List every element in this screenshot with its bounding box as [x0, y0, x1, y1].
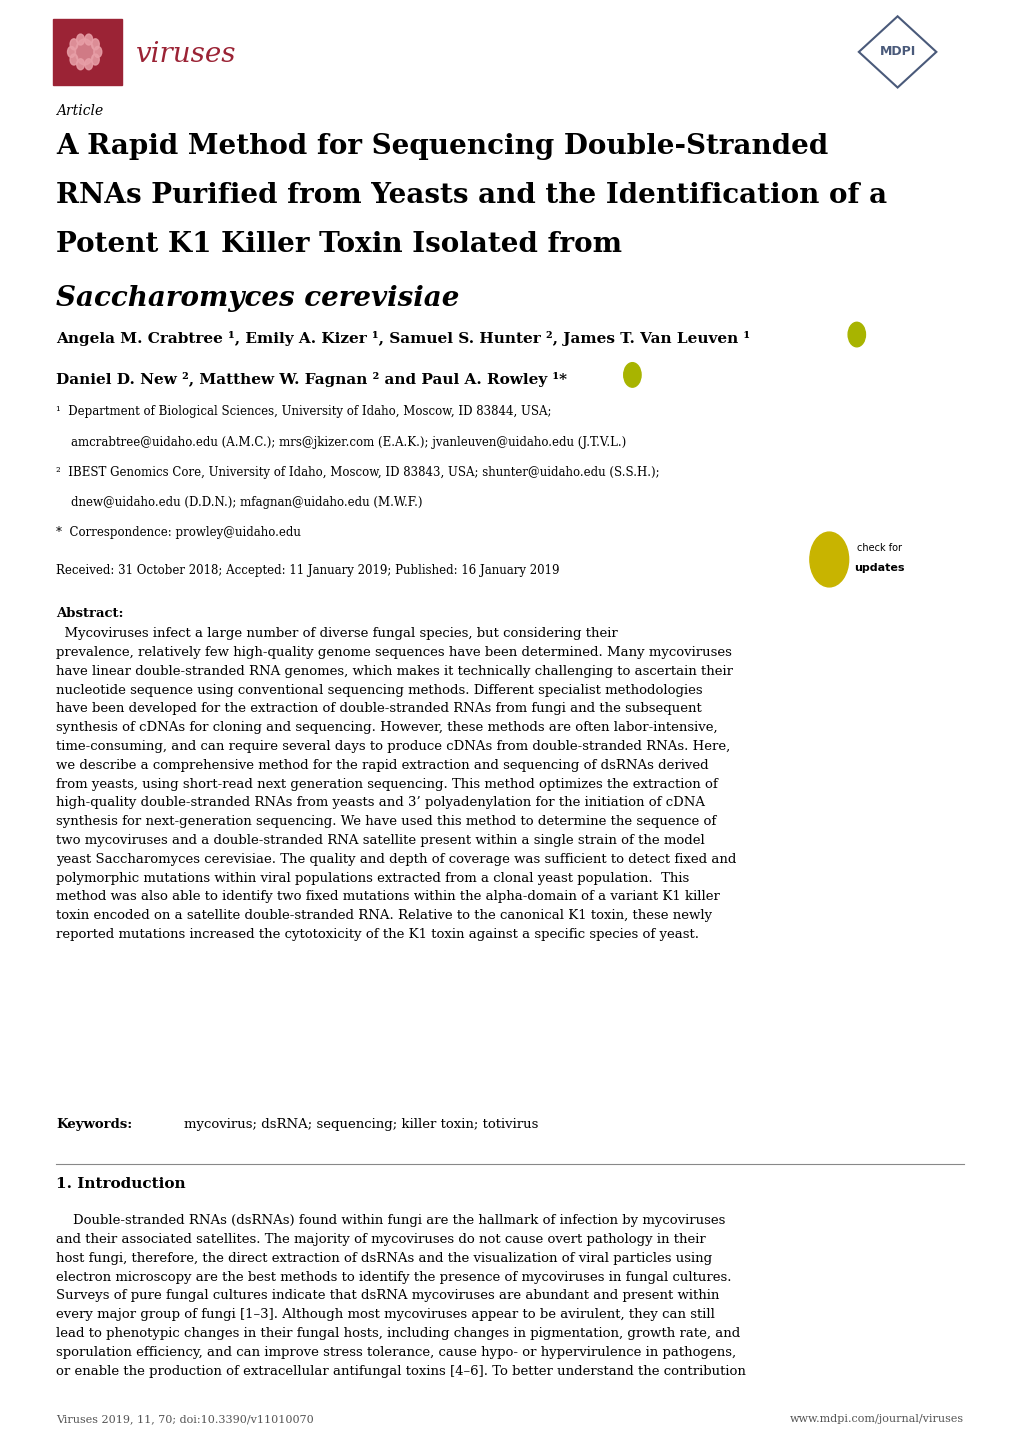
Circle shape	[85, 59, 93, 69]
Bar	[53, 19, 122, 85]
Circle shape	[848, 322, 864, 346]
Text: viruses: viruses	[136, 42, 236, 68]
Text: Received: 31 October 2018; Accepted: 11 January 2019; Published: 16 January 2019: Received: 31 October 2018; Accepted: 11 …	[56, 564, 559, 577]
Text: RNAs Purified from Yeasts and the Identification of a: RNAs Purified from Yeasts and the Identi…	[56, 182, 887, 209]
Text: ✓: ✓	[821, 551, 836, 568]
Text: Abstract:: Abstract:	[56, 607, 123, 620]
Text: Mycoviruses infect a large number of diverse fungal species, but considering the: Mycoviruses infect a large number of div…	[56, 627, 736, 942]
Text: Keywords:: Keywords:	[56, 1118, 132, 1131]
Text: iD: iD	[852, 330, 860, 339]
Text: Viruses 2019, 11, 70; doi:10.3390/v11010070: Viruses 2019, 11, 70; doi:10.3390/v11010…	[56, 1413, 314, 1423]
Text: ²  IBEST Genomics Core, University of Idaho, Moscow, ID 83843, USA; shunter@uida: ² IBEST Genomics Core, University of Ida…	[56, 466, 659, 479]
Text: updates: updates	[853, 564, 904, 572]
Text: *  Correspondence: prowley@uidaho.edu: * Correspondence: prowley@uidaho.edu	[56, 526, 301, 539]
Text: Saccharomyces cerevisiae: Saccharomyces cerevisiae	[56, 286, 459, 313]
Text: ¹  Department of Biological Sciences, University of Idaho, Moscow, ID 83844, USA: ¹ Department of Biological Sciences, Uni…	[56, 405, 551, 418]
Text: mycovirus; dsRNA; sequencing; killer toxin; totivirus: mycovirus; dsRNA; sequencing; killer tox…	[183, 1118, 537, 1131]
Circle shape	[76, 35, 85, 45]
Circle shape	[67, 46, 75, 58]
Text: check for: check for	[856, 544, 901, 552]
Text: iD: iD	[628, 371, 636, 379]
Circle shape	[70, 39, 77, 50]
Circle shape	[92, 39, 99, 50]
Text: www.mdpi.com/journal/viruses: www.mdpi.com/journal/viruses	[789, 1413, 963, 1423]
Circle shape	[75, 39, 94, 65]
Text: Daniel D. New ², Matthew W. Fagnan ² and Paul A. Rowley ¹*: Daniel D. New ², Matthew W. Fagnan ² and…	[56, 372, 567, 386]
Text: Angela M. Crabtree ¹, Emily A. Kizer ¹, Samuel S. Hunter ², James T. Van Leuven : Angela M. Crabtree ¹, Emily A. Kizer ¹, …	[56, 332, 750, 346]
Text: A Rapid Method for Sequencing Double-Stranded: A Rapid Method for Sequencing Double-Str…	[56, 133, 827, 160]
Text: Article: Article	[56, 104, 103, 118]
Text: 1. Introduction: 1. Introduction	[56, 1177, 185, 1191]
Circle shape	[76, 59, 85, 69]
Text: Potent K1 Killer Toxin Isolated from: Potent K1 Killer Toxin Isolated from	[56, 231, 622, 258]
Circle shape	[92, 53, 99, 65]
Circle shape	[85, 35, 93, 45]
Circle shape	[70, 53, 77, 65]
Circle shape	[809, 532, 848, 587]
Text: amcrabtree@uidaho.edu (A.M.C.); mrs@jkizer.com (E.A.K.); jvanleuven@uidaho.edu (: amcrabtree@uidaho.edu (A.M.C.); mrs@jkiz…	[56, 435, 626, 448]
Text: Double-stranded RNAs (dsRNAs) found within fungi are the hallmark of infection b: Double-stranded RNAs (dsRNAs) found with…	[56, 1214, 745, 1377]
Circle shape	[624, 362, 641, 388]
Text: dnew@uidaho.edu (D.D.N.); mfagnan@uidaho.edu (M.W.F.): dnew@uidaho.edu (D.D.N.); mfagnan@uidaho…	[56, 496, 422, 509]
Text: MDPI: MDPI	[878, 45, 915, 59]
Circle shape	[94, 46, 102, 58]
